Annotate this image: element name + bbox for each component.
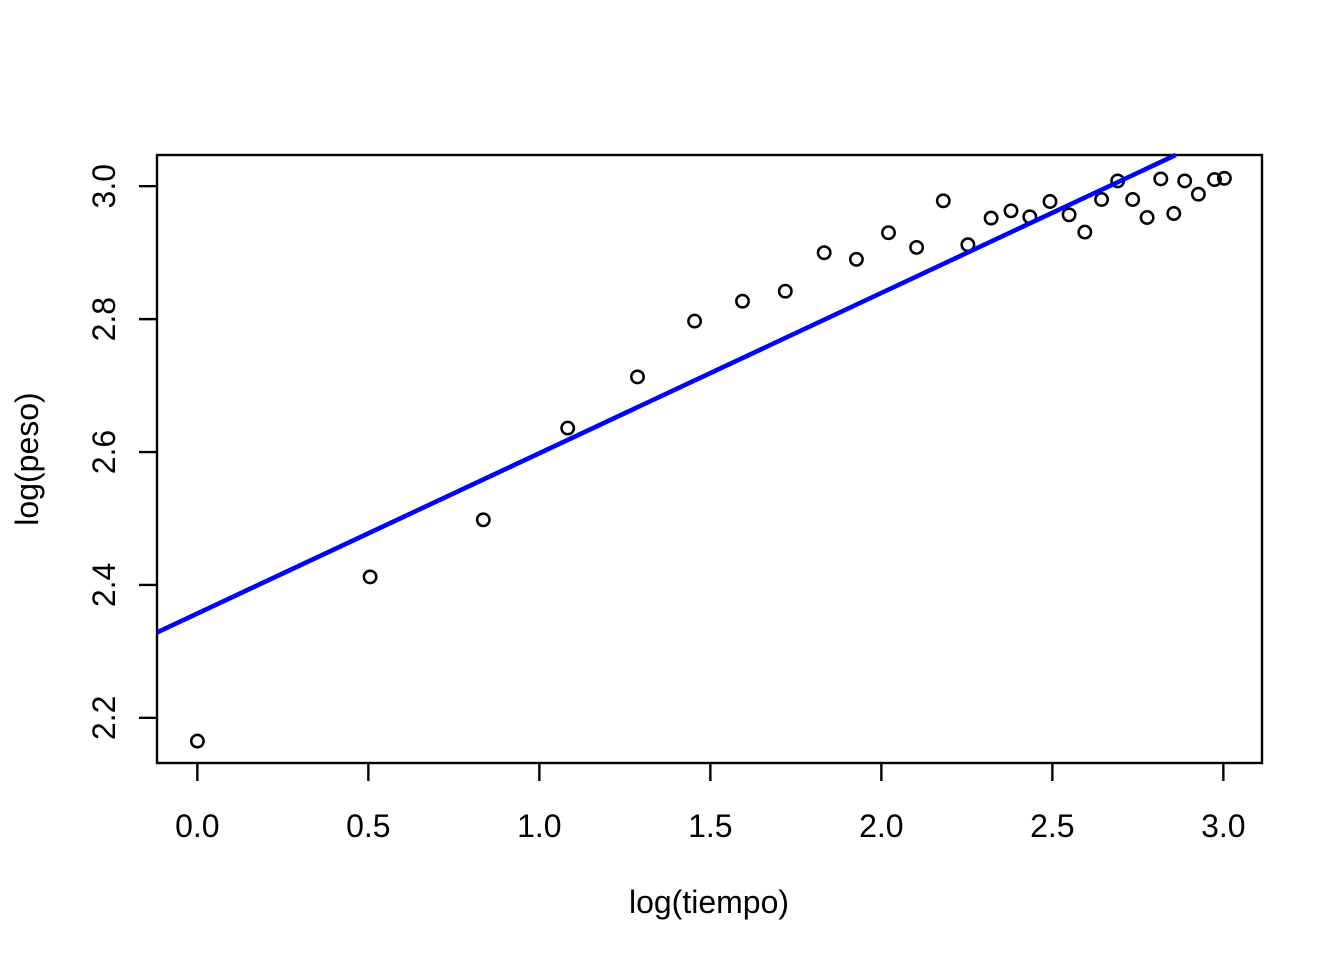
data-point — [1077, 224, 1093, 240]
data-point — [848, 251, 864, 267]
data-point — [189, 733, 205, 749]
x-tick-label: 0.0 — [175, 808, 219, 844]
x-tick-label: 0.5 — [346, 808, 390, 844]
data-point — [687, 313, 703, 329]
data-point — [1003, 203, 1019, 219]
x-axis-title: log(tiempo) — [629, 884, 789, 920]
data-point — [881, 225, 896, 241]
data-point — [475, 512, 491, 528]
y-axis: 2.2 2.4 2.6 2.8 3.0 — [86, 164, 157, 740]
y-tick-label: 3.0 — [86, 164, 122, 208]
data-point — [1177, 173, 1193, 189]
data-point — [1094, 192, 1110, 207]
x-tick-label: 1.0 — [517, 808, 561, 844]
y-tick-label: 2.4 — [86, 563, 122, 607]
data-point — [362, 569, 378, 585]
y-tick-label: 2.2 — [86, 696, 122, 740]
x-tick-label: 2.0 — [859, 808, 903, 844]
y-tick-label: 2.6 — [86, 430, 122, 474]
x-tick-label: 3.0 — [1201, 808, 1245, 844]
data-point — [1190, 186, 1206, 202]
data-point — [735, 293, 750, 309]
data-point — [560, 420, 576, 436]
data-point — [1042, 194, 1058, 209]
x-tick-label: 1.5 — [688, 808, 732, 844]
data-point — [1216, 170, 1232, 186]
data-points-group — [189, 170, 1232, 749]
regression-line — [156, 152, 1177, 635]
data-point — [935, 193, 951, 209]
data-point — [1125, 192, 1141, 207]
data-point — [1139, 210, 1155, 225]
data-point — [909, 239, 925, 255]
data-point — [1061, 207, 1077, 223]
x-axis: 0.0 0.5 1.0 1.5 2.0 2.5 3.0 — [175, 763, 1246, 844]
data-point — [1153, 171, 1169, 187]
x-tick-label: 2.5 — [1030, 808, 1074, 844]
data-point — [777, 283, 793, 299]
data-point — [1207, 172, 1222, 188]
data-point — [630, 369, 645, 385]
data-point — [1166, 206, 1182, 221]
data-point — [816, 245, 832, 261]
plot-border-box — [155, 153, 1264, 765]
data-point — [983, 210, 999, 226]
y-tick-label: 2.8 — [86, 297, 122, 341]
y-axis-title: log(peso) — [9, 392, 45, 525]
